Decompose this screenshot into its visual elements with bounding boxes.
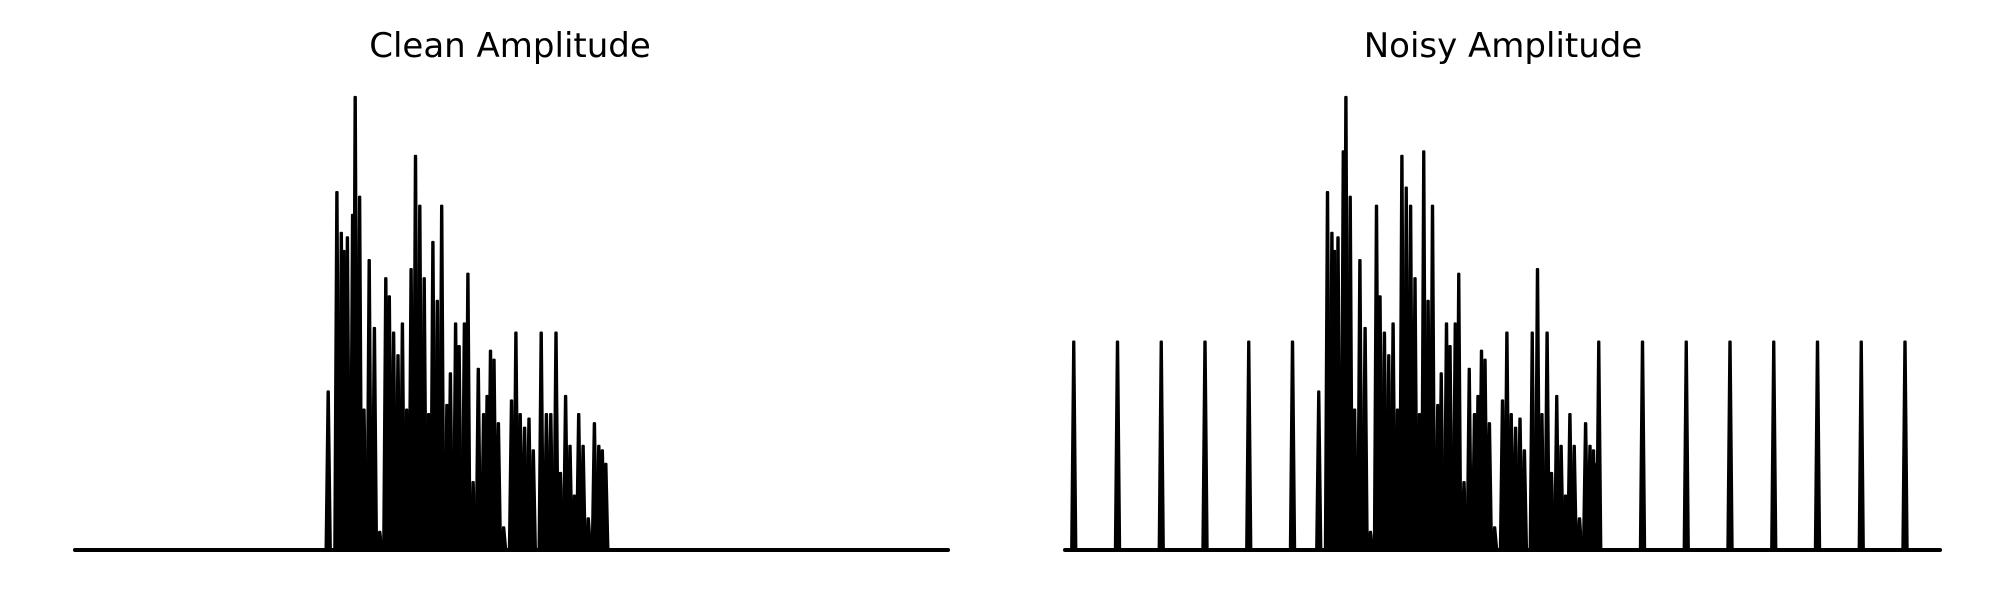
noisy-amplitude-series xyxy=(1070,95,1909,552)
noisy-amplitude-peak xyxy=(1455,272,1463,552)
clean-amplitude-title: Clean Amplitude xyxy=(369,26,651,66)
noisy-amplitude-peak xyxy=(1813,340,1822,552)
clean-amplitude-peak xyxy=(438,204,446,552)
noisy-amplitude-peak xyxy=(1485,422,1494,552)
clean-amplitude-series xyxy=(324,95,610,552)
noisy-amplitude-peak xyxy=(1857,340,1865,552)
clean-amplitude-peak xyxy=(365,259,373,552)
noisy-amplitude-peak xyxy=(1595,340,1603,552)
noisy-amplitude-peak xyxy=(1113,340,1122,552)
noisy-amplitude-peak xyxy=(1465,367,1473,552)
noisy-amplitude-peak xyxy=(1770,340,1778,552)
noisy-amplitude-peak xyxy=(1201,340,1209,552)
clean-amplitude-panel: Clean Amplitude xyxy=(73,26,950,552)
clean-amplitude-peak xyxy=(579,444,587,552)
noisy-amplitude-peak xyxy=(1366,530,1375,552)
noisy-amplitude-peak xyxy=(1682,340,1690,552)
clean-amplitude-peak xyxy=(464,272,472,552)
noisy-amplitude-peak xyxy=(1638,340,1647,552)
noisy-amplitude-title: Noisy Amplitude xyxy=(1364,26,1643,66)
clean-amplitude-peak xyxy=(602,462,610,552)
noisy-amplitude-peak xyxy=(1070,340,1078,552)
noisy-amplitude-peak xyxy=(1520,449,1529,552)
clean-amplitude-peak xyxy=(529,449,537,552)
clean-amplitude-peak xyxy=(494,422,503,552)
noisy-amplitude-peak xyxy=(1490,526,1499,552)
noisy-amplitude-peak xyxy=(1356,259,1364,552)
noisy-amplitude-peak xyxy=(1575,517,1584,552)
clean-amplitude-peak xyxy=(455,345,463,552)
clean-amplitude-peak xyxy=(370,326,379,552)
noisy-amplitude-peak xyxy=(1361,326,1369,552)
clean-amplitude-peak xyxy=(376,530,384,552)
noisy-amplitude-peak xyxy=(1446,345,1454,552)
noisy-amplitude-peak xyxy=(1315,390,1323,552)
noisy-amplitude-peak xyxy=(1288,340,1297,552)
clean-amplitude-peak xyxy=(537,331,545,552)
clean-amplitude-peak xyxy=(584,517,592,552)
noisy-amplitude-peak xyxy=(1726,340,1734,552)
noisy-amplitude-peak xyxy=(1570,444,1578,552)
noisy-amplitude-panel: Noisy Amplitude xyxy=(1063,26,1942,552)
noisy-amplitude-peak xyxy=(1334,236,1342,552)
clean-amplitude-peak xyxy=(324,390,332,552)
noisy-amplitude-peak xyxy=(1245,340,1253,552)
noisy-amplitude-peak xyxy=(1157,340,1165,552)
clean-amplitude-peak xyxy=(474,367,482,552)
noisy-amplitude-peak xyxy=(1428,204,1437,552)
noisy-amplitude-peak xyxy=(1901,340,1909,552)
clean-amplitude-peak xyxy=(499,526,508,552)
